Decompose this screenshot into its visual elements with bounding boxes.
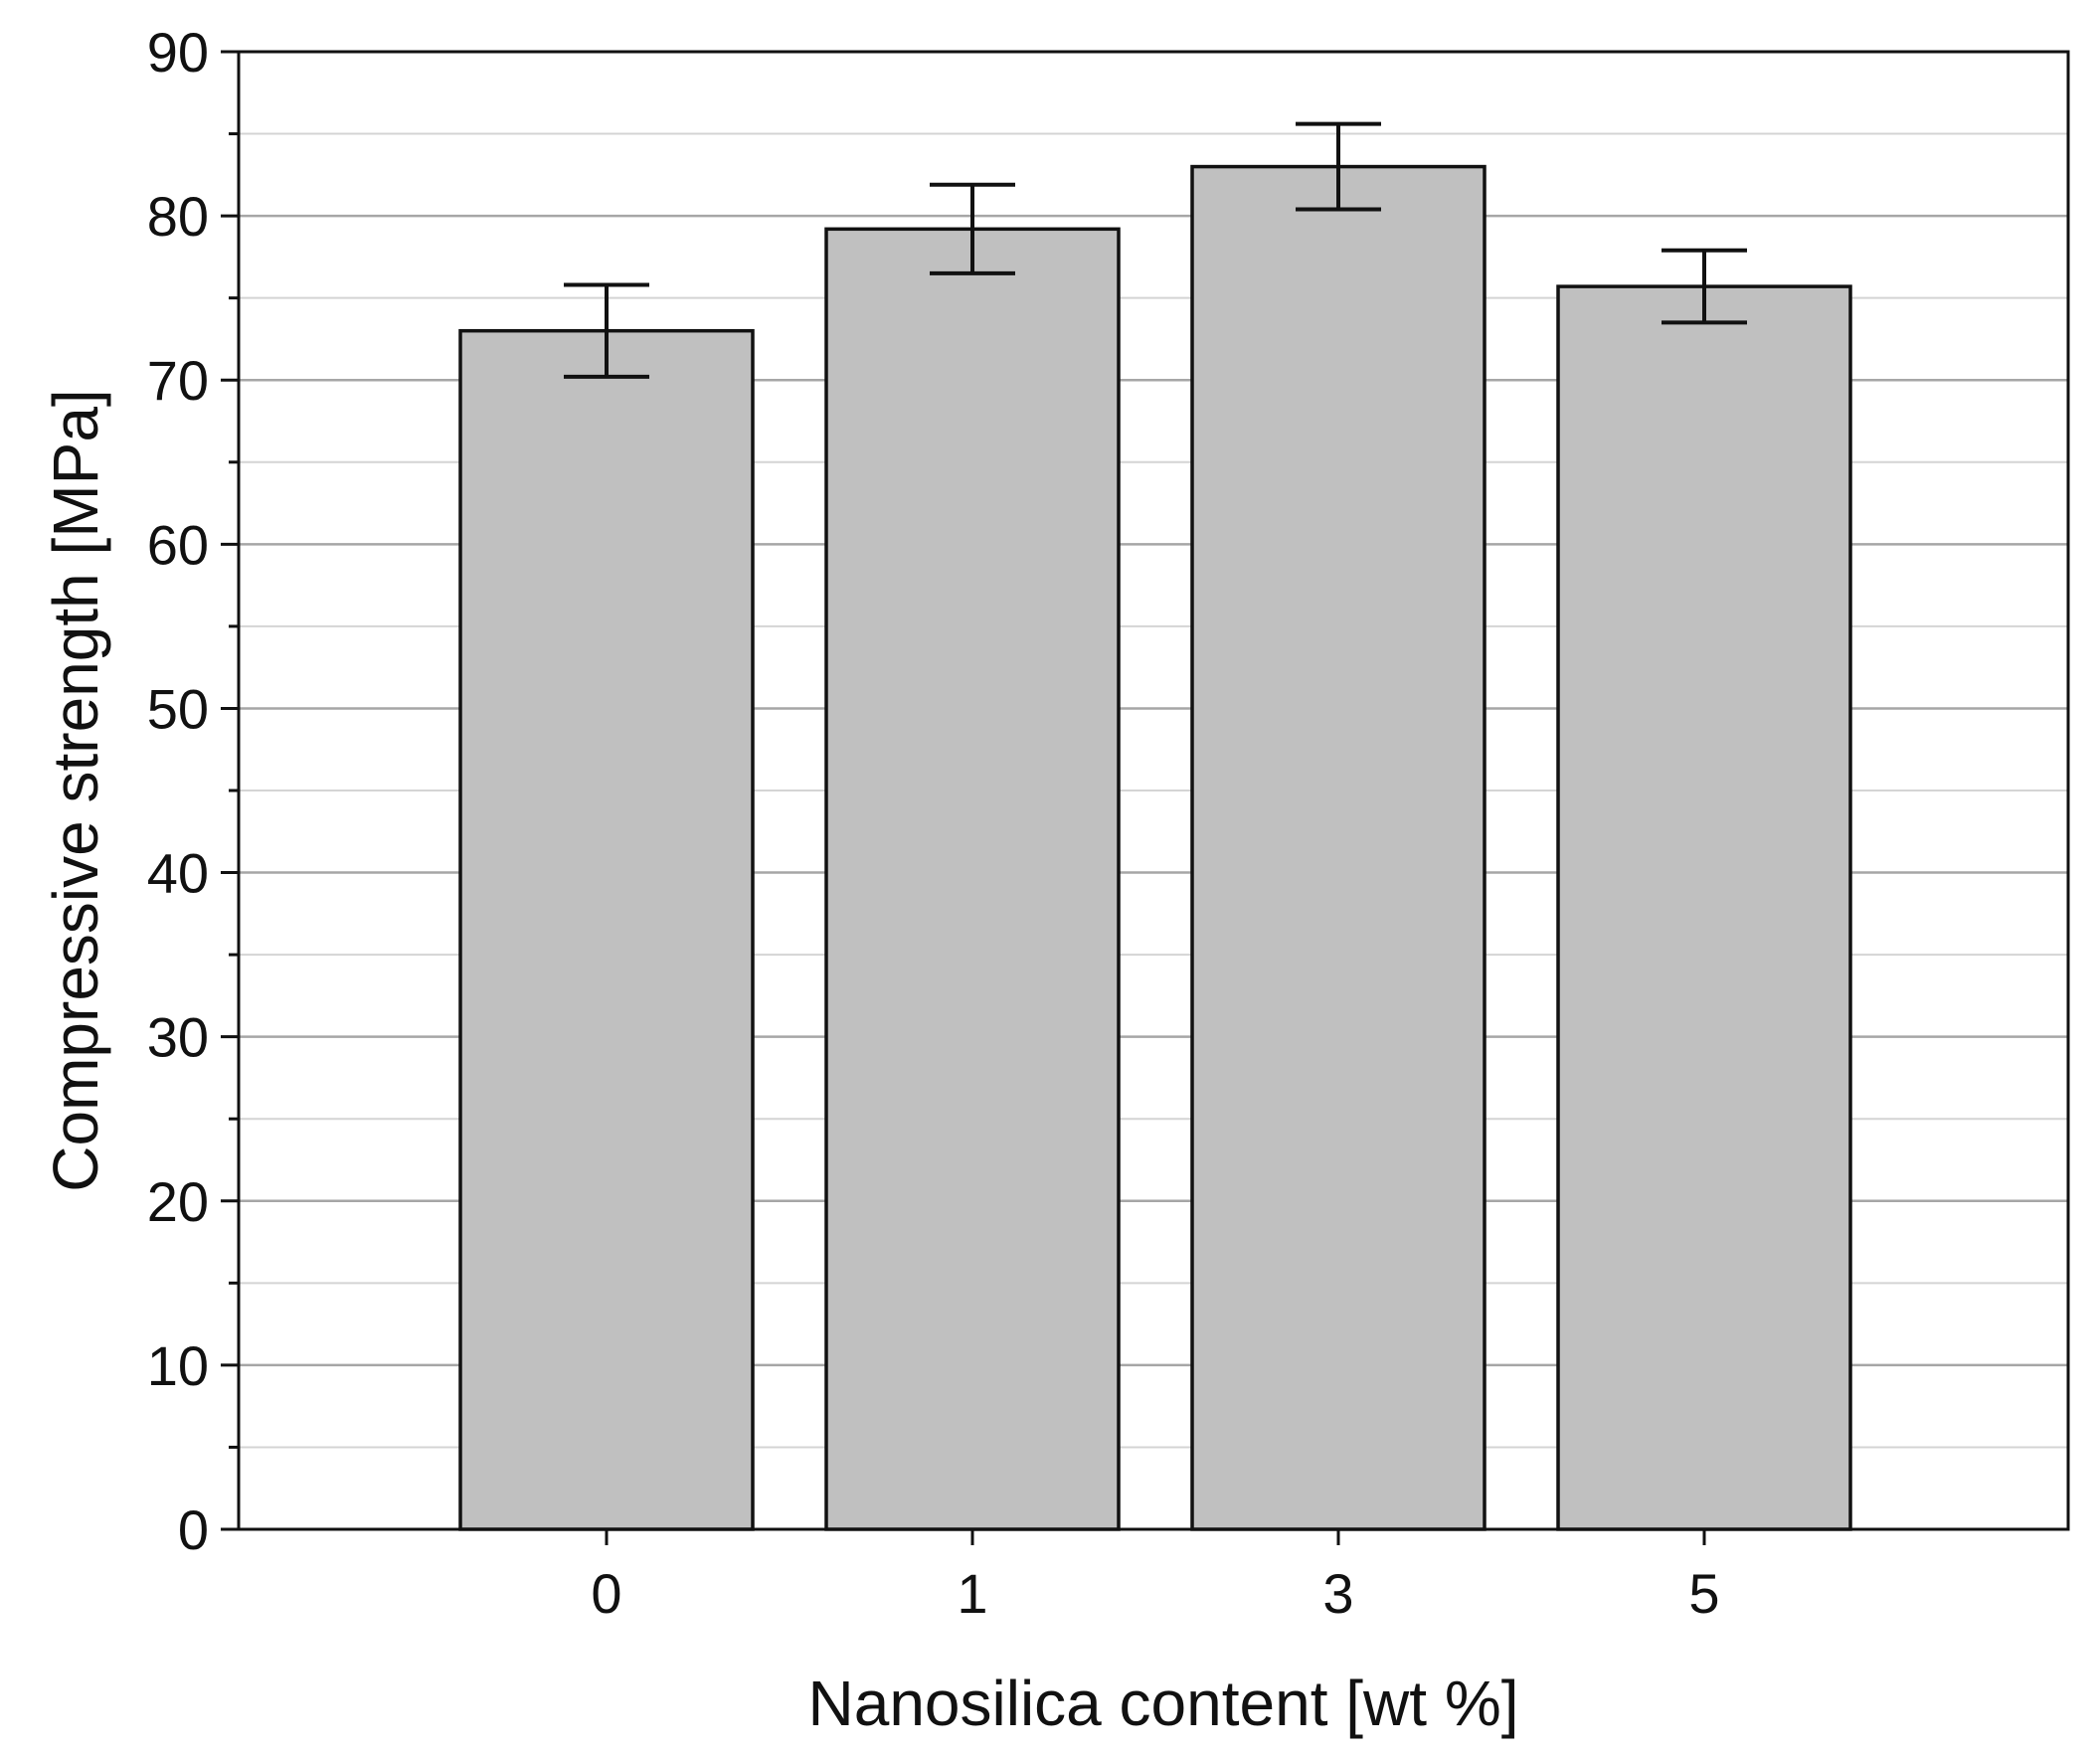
y-tick-label: 20: [147, 1170, 209, 1233]
bar: [458, 328, 755, 1531]
error-bars: [564, 121, 1747, 379]
y-axis-title: Compressive strength [MPa]: [40, 389, 111, 1191]
y-tick-label: 40: [147, 842, 209, 905]
axis-ticks: [221, 50, 1706, 1545]
y-tick-label: 10: [147, 1334, 209, 1397]
y-tick-label: 60: [147, 513, 209, 576]
bar: [1190, 164, 1487, 1531]
x-tick-labels: 0 1 3 5: [591, 1562, 1719, 1625]
bars: [458, 164, 1852, 1531]
x-tick-label: 0: [591, 1562, 621, 1625]
y-tick-label: 50: [147, 677, 209, 740]
y-tick-label: 70: [147, 349, 209, 412]
x-tick-label: 1: [957, 1562, 987, 1625]
y-tick-label: 80: [147, 185, 209, 248]
y-tick-label: 30: [147, 1006, 209, 1069]
x-tick-label: 5: [1688, 1562, 1719, 1625]
bar: [824, 227, 1121, 1531]
y-tick-label: 0: [178, 1498, 209, 1561]
y-tick-labels: 0 10 20 30 40 50 60 70 80 90: [147, 21, 209, 1561]
bar: [1556, 284, 1852, 1531]
x-axis-title: Nanosilica content [wt %]: [808, 1668, 1519, 1739]
x-tick-label: 3: [1322, 1562, 1353, 1625]
y-tick-label: 90: [147, 21, 209, 84]
